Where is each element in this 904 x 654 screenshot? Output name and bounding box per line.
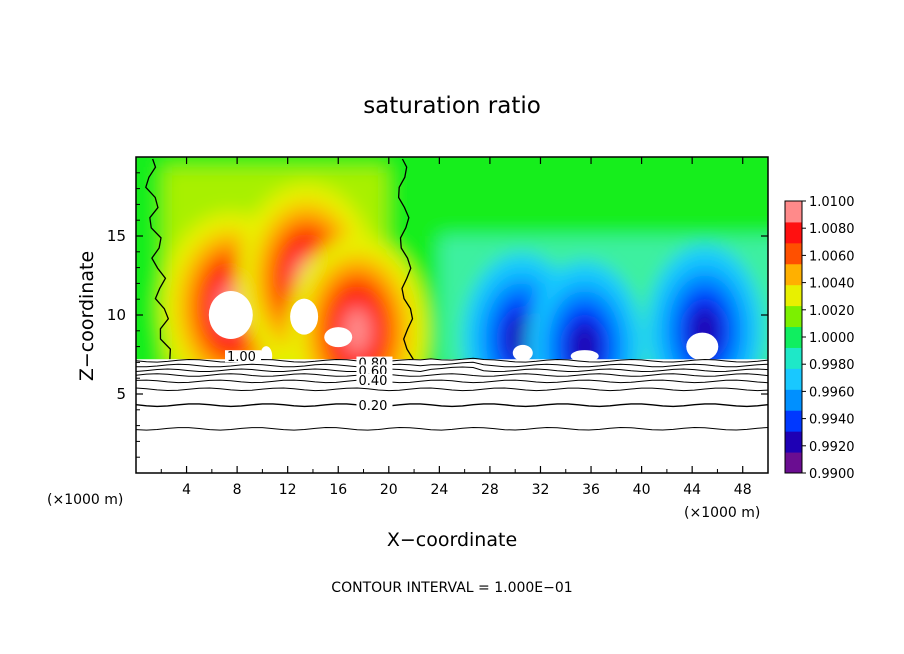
colorbar-swatch xyxy=(785,452,802,474)
x-tick-label: 32 xyxy=(532,482,550,498)
y-tick-label: 10 xyxy=(107,306,126,324)
y-axis-label: Z−coordinate xyxy=(76,251,98,381)
clear-bump xyxy=(570,350,599,361)
x-tick-label: 12 xyxy=(279,482,297,498)
contour-line xyxy=(135,361,769,368)
saturation-field xyxy=(136,157,768,361)
contour-line xyxy=(135,366,769,373)
x-tick-label: 4 xyxy=(182,482,191,498)
x-tick-label: 36 xyxy=(582,482,600,498)
x-tick-label: 28 xyxy=(481,482,499,498)
subsaturated-peak xyxy=(568,320,601,361)
colorbar-swatch xyxy=(785,410,802,432)
y-tick-label: 5 xyxy=(116,385,126,403)
colorbar-swatch xyxy=(785,368,802,390)
colorbar-swatch xyxy=(785,389,802,411)
saturation-contour-left xyxy=(145,158,172,360)
clear-bump xyxy=(686,332,719,361)
contour-line xyxy=(135,403,769,408)
colorbar-label: 1.0020 xyxy=(809,304,855,319)
colorbar-label: 0.9900 xyxy=(809,467,855,482)
contour-line xyxy=(135,373,769,377)
colorbar-swatch xyxy=(785,431,802,453)
colorbar-label: 1.0080 xyxy=(809,222,855,237)
lower-region xyxy=(136,359,768,473)
contour-label-bg xyxy=(356,373,393,386)
clear-bump xyxy=(260,346,273,361)
colorbar-label: 0.9980 xyxy=(809,358,855,373)
x-tick-label: 16 xyxy=(329,482,347,498)
x-tick-label: 8 xyxy=(233,482,242,498)
colorbar-swatch xyxy=(785,284,802,307)
x-unit-left: (×1000 m) xyxy=(47,492,123,508)
saturation-contour-right xyxy=(397,158,414,360)
x-tick-label: 44 xyxy=(683,482,701,498)
contour-label-bg xyxy=(356,399,393,412)
contour-label-bg xyxy=(225,350,262,363)
contour-label: 1.00 xyxy=(227,350,256,365)
colorbar-label: 0.9920 xyxy=(809,440,855,455)
x-unit-right: (×1000 m) xyxy=(684,505,760,521)
clear-areas xyxy=(208,291,719,361)
colorbar-swatch xyxy=(785,326,802,348)
colorbar-swatch xyxy=(785,305,802,328)
colorbar-swatch xyxy=(785,347,802,369)
colorbar-label: 1.0000 xyxy=(809,331,855,346)
contour-label-bg xyxy=(356,364,393,377)
y-tick-label: 15 xyxy=(107,227,126,245)
colorbar-label: 0.9940 xyxy=(809,413,855,428)
colorbar-label: 1.0040 xyxy=(809,277,855,292)
colorbar-swatch xyxy=(785,242,802,265)
contour-line xyxy=(135,387,769,392)
colorbar-label: 1.0060 xyxy=(809,249,855,264)
colorbar-label: 0.9960 xyxy=(809,385,855,400)
colorbar-swatch xyxy=(785,221,802,244)
x-tick-label: 48 xyxy=(734,482,752,498)
colorbar-swatch xyxy=(785,263,802,286)
chart-title: saturation ratio xyxy=(363,93,541,119)
clear-bump xyxy=(208,291,253,339)
contour-label: 0.20 xyxy=(358,399,387,414)
colorbar-label: 1.0100 xyxy=(809,195,855,210)
x-tick-label: 40 xyxy=(633,482,651,498)
saturation-boundary xyxy=(145,158,414,360)
x-tick-label: 20 xyxy=(380,482,398,498)
contour-line xyxy=(135,426,769,431)
clear-bump xyxy=(512,344,533,361)
x-axis-label: X−coordinate xyxy=(387,529,517,551)
contour-interval-note: CONTOUR INTERVAL = 1.000E−01 xyxy=(331,580,572,596)
contour-line xyxy=(135,379,769,384)
x-tick-label: 24 xyxy=(430,482,448,498)
colorbar-swatch xyxy=(785,201,802,223)
supersaturated-peak xyxy=(343,306,372,355)
contour-lines: 1.00 0.800.600.400.20 xyxy=(135,350,769,473)
clear-bump xyxy=(290,298,319,335)
clear-bump xyxy=(324,327,353,348)
contour-label: 0.40 xyxy=(358,374,387,389)
colorbar: 1.0100 1.0080 1.0060 1.0040 1.0020 1.0000 0.99… xyxy=(784,195,855,482)
